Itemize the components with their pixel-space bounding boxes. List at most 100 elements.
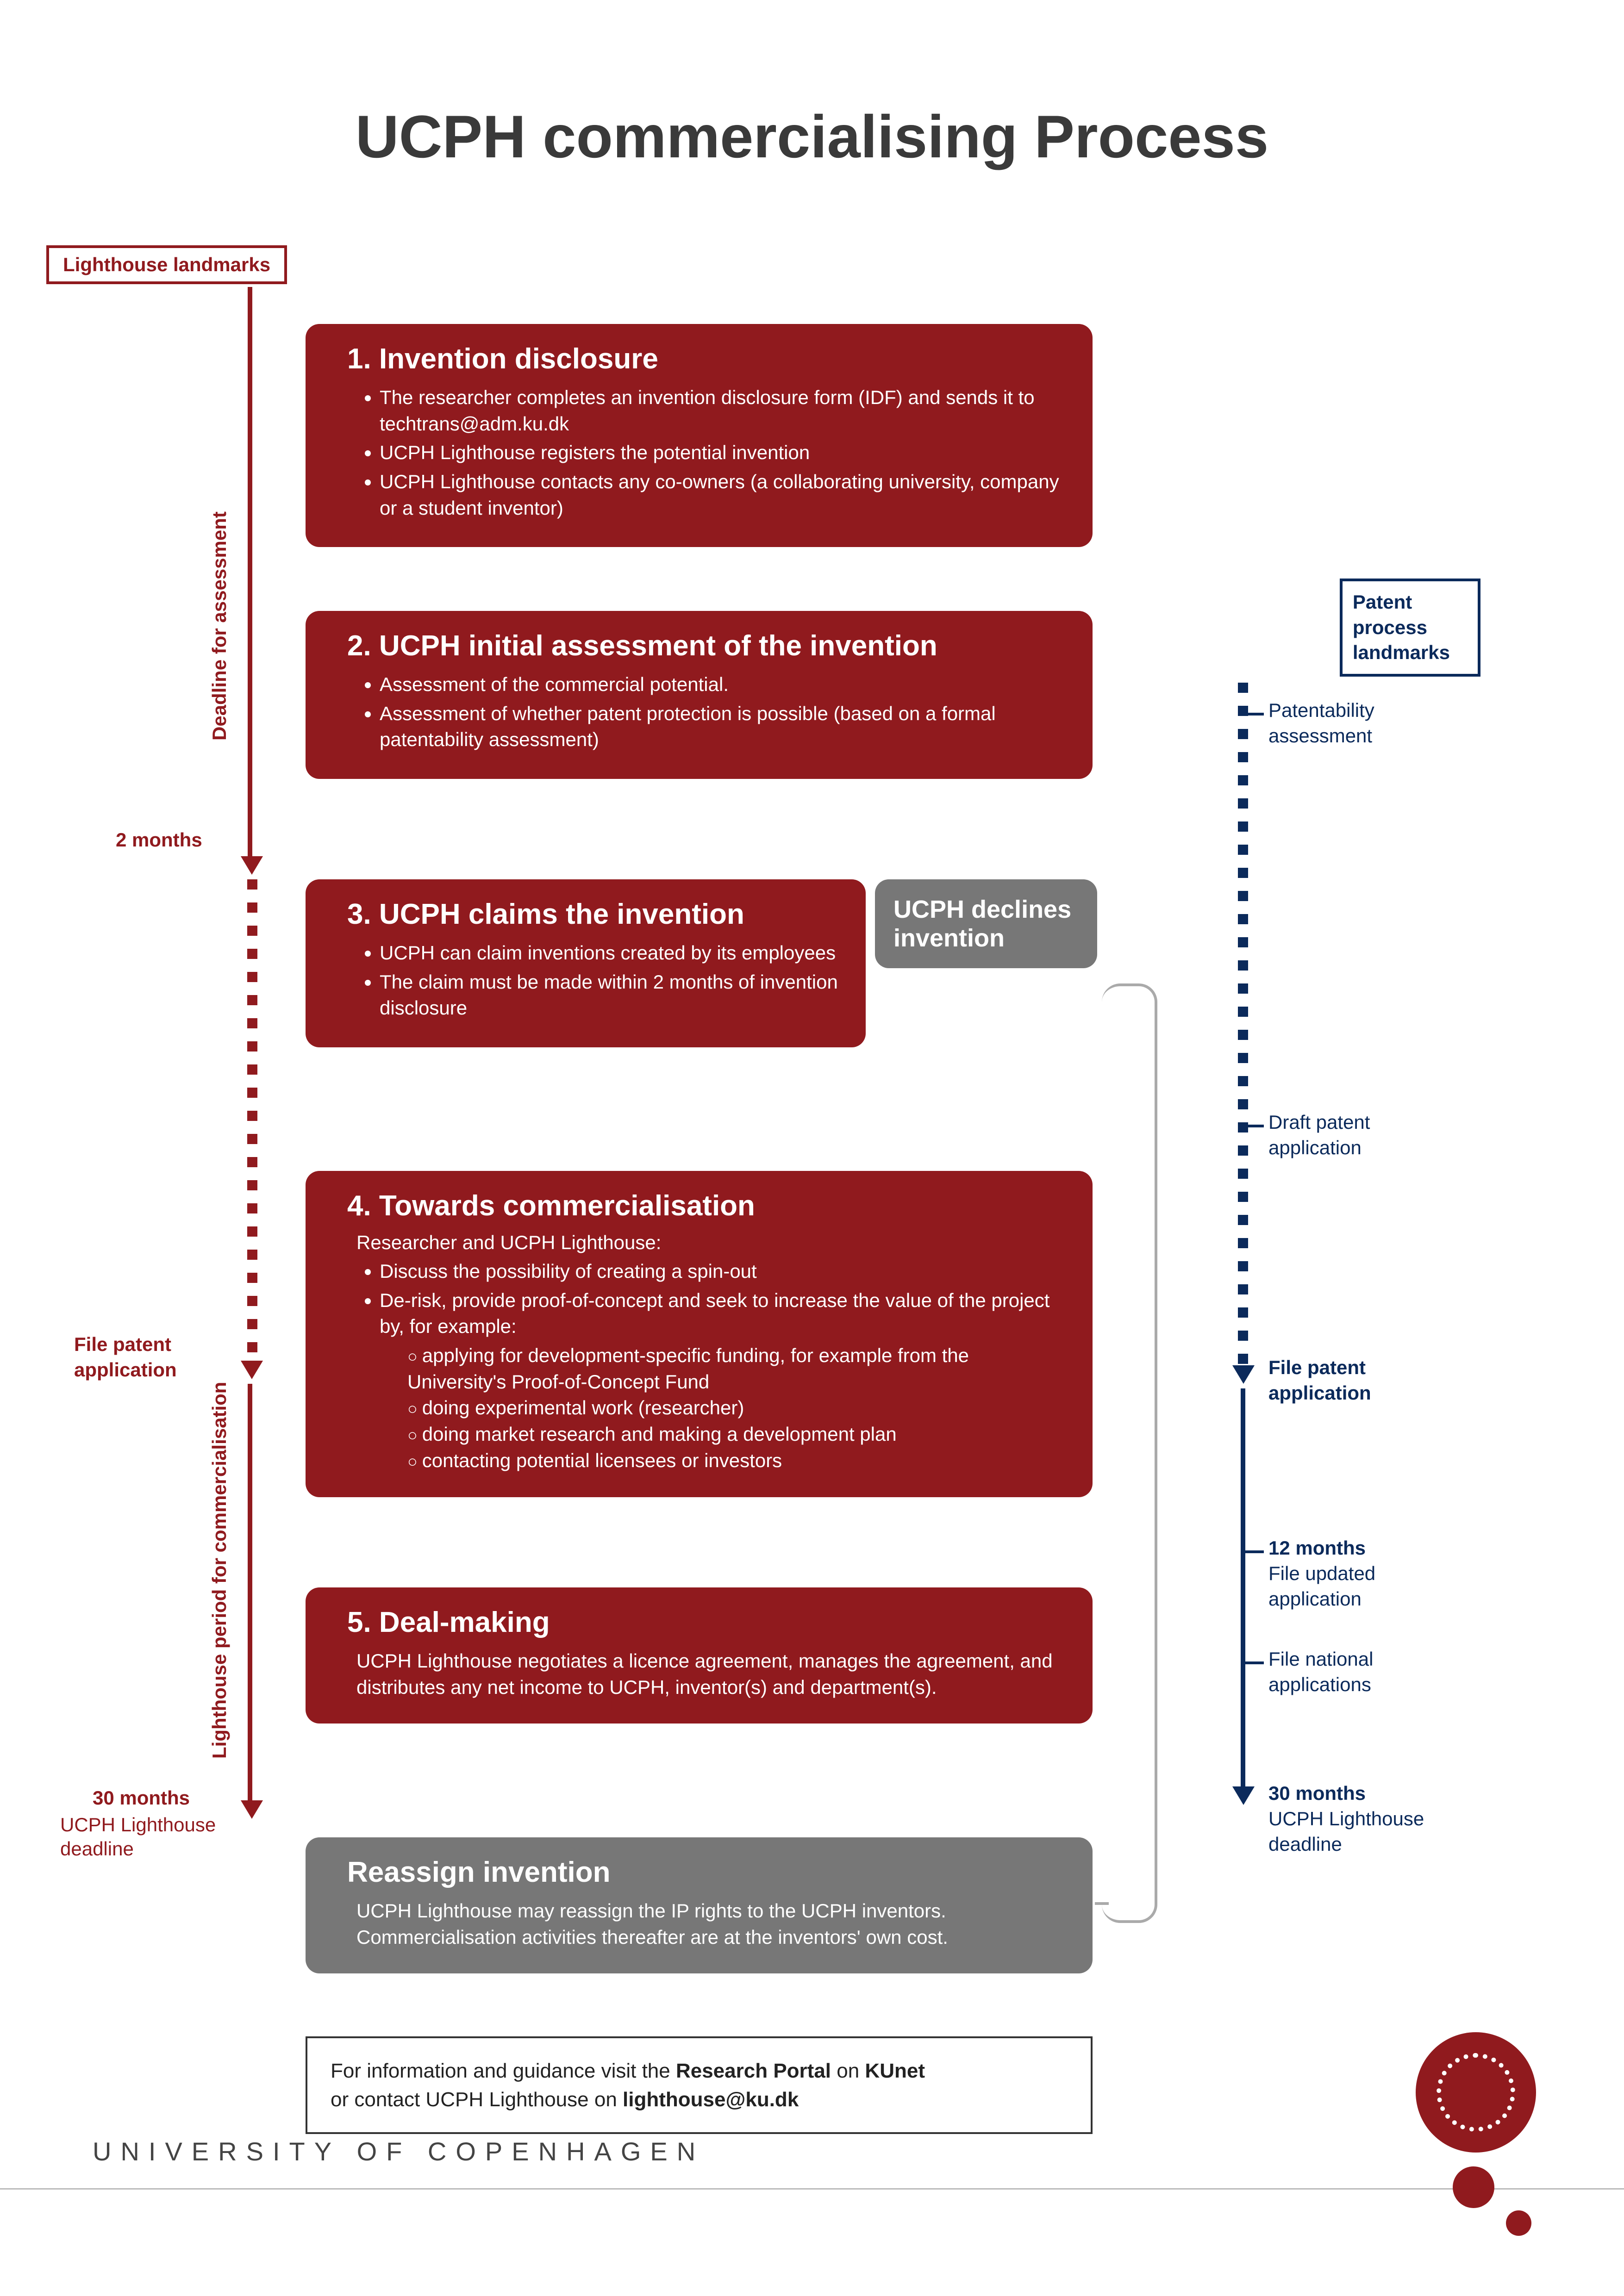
- stage-s1: 1. Invention disclosureThe researcher co…: [306, 324, 1093, 547]
- stage-bullet: De-risk, provide proof-of-concept and se…: [380, 1288, 1065, 1340]
- info-bold: KUnet: [865, 2060, 925, 2082]
- patent-timeline-tick: [1245, 1550, 1264, 1553]
- lighthouse-landmarks-label: Lighthouse landmarks: [46, 245, 287, 284]
- patent-timeline-label: File patent: [1268, 1356, 1366, 1379]
- stage-s3: 3. UCPH claims the invention UCPH can cla…: [306, 879, 866, 1047]
- timeline-dash: [247, 1064, 257, 1075]
- stage-bullets: Assessment of the commercial potential. A…: [380, 672, 1065, 753]
- ucph-seal-icon: [1416, 2032, 1536, 2153]
- timeline-label: File patent: [74, 1333, 171, 1356]
- patent-timeline-label: deadline: [1268, 1833, 1342, 1856]
- timeline-dash: [247, 1041, 257, 1052]
- stage-bullet: Discuss the possibility of creating a sp…: [380, 1258, 1065, 1285]
- patent-timeline-label: application: [1268, 1587, 1362, 1611]
- stage-body: UCPH Lighthouse negotiates a licence agr…: [356, 1648, 1065, 1700]
- patent-timeline-line: [1241, 1388, 1245, 1786]
- patent-timeline-dash: [1238, 960, 1248, 971]
- stage-bullet: The claim must be made within 2 months o…: [380, 969, 838, 1021]
- stage-s4: 4. Towards commercialisationResearcher a…: [306, 1171, 1093, 1497]
- patent-timeline-label: File updated: [1268, 1562, 1375, 1585]
- patent-timeline-label: Draft patent: [1268, 1111, 1370, 1134]
- stage-title: 5. Deal-making: [347, 1606, 1065, 1639]
- patent-timeline-dash: [1238, 914, 1248, 924]
- patent-timeline-dash: [1238, 729, 1248, 739]
- footer-dot-icon: [1453, 2166, 1494, 2208]
- patent-timeline-arrow-icon: [1232, 1786, 1255, 1805]
- patent-timeline-label: 12 months: [1268, 1537, 1366, 1560]
- timeline-line: [248, 1384, 252, 1800]
- timeline-dash: [247, 1157, 257, 1167]
- patent-timeline-tick: [1245, 1661, 1264, 1664]
- stage-title: 1. Invention disclosure: [347, 342, 1065, 375]
- patent-timeline-dash: [1238, 868, 1248, 878]
- patent-timeline-dash: [1238, 1284, 1248, 1294]
- decline-connector-top: [1102, 983, 1157, 1923]
- patent-timeline-dash: [1238, 1030, 1248, 1040]
- timeline-arrow-icon: [241, 1800, 263, 1819]
- patent-timeline-dash: [1238, 983, 1248, 994]
- info-text: or contact UCPH Lighthouse on: [331, 2088, 623, 2111]
- patent-timeline-dash: [1238, 1099, 1248, 1109]
- stage-decline: UCPH declines invention: [875, 879, 1097, 968]
- patent-timeline-dash: [1238, 891, 1248, 901]
- patent-timeline-dash: [1238, 937, 1248, 947]
- decline-connector-join: [1095, 1902, 1109, 1905]
- stage-title: Reassign invention: [347, 1856, 1065, 1889]
- info-text: For information and guidance visit the: [331, 2060, 676, 2082]
- stage-bullet: Assessment of the commercial potential.: [380, 672, 1065, 698]
- info-box: For information and guidance visit the R…: [306, 2036, 1093, 2134]
- timeline-dash: [247, 1250, 257, 1260]
- patent-timeline-dash: [1238, 683, 1248, 693]
- patent-process-landmarks-label: Patent process landmarks: [1340, 579, 1480, 677]
- patent-timeline-dash: [1238, 1215, 1248, 1225]
- stage-title: UCPH declines invention: [893, 895, 1079, 952]
- timeline-arrow-icon: [241, 1361, 263, 1379]
- stage-bullets: Discuss the possibility of creating a sp…: [380, 1258, 1065, 1340]
- patent-timeline-label: UCPH Lighthouse: [1268, 1807, 1424, 1830]
- footer-dot-icon: [1506, 2210, 1531, 2236]
- patent-timeline-dash: [1238, 1145, 1248, 1156]
- patent-timeline-dash: [1238, 1238, 1248, 1248]
- timeline-dash: [247, 949, 257, 959]
- patent-timeline-dash: [1238, 1261, 1248, 1271]
- timeline-dash: [247, 1180, 257, 1190]
- stage-reassign: Reassign inventionUCPH Lighthouse may re…: [306, 1837, 1093, 1973]
- stage-sub-bullet: contacting potential licensees or invest…: [407, 1448, 1065, 1474]
- stage-sub-bullets: applying for development-specific fundin…: [407, 1343, 1065, 1474]
- info-bold: lighthouse@ku.dk: [623, 2088, 799, 2111]
- info-bold: Research Portal: [676, 2060, 831, 2082]
- page-title: UCPH commercialising Process: [0, 102, 1624, 171]
- patent-timeline-dash: [1238, 1354, 1248, 1364]
- patent-timeline-dash: [1238, 1053, 1248, 1063]
- stage-bullet: UCPH Lighthouse contacts any co-owners (…: [380, 469, 1065, 521]
- stage-s5: 5. Deal-making UCPH Lighthouse negotiates…: [306, 1587, 1093, 1724]
- timeline-arrow-icon: [241, 856, 263, 875]
- stage-title: 3. UCPH claims the invention: [347, 898, 838, 931]
- patent-timeline-label: Patentability: [1268, 699, 1374, 722]
- stage-sub-bullet: doing market research and making a devel…: [407, 1421, 1065, 1448]
- patent-timeline-dash: [1238, 1169, 1248, 1179]
- patent-timeline-label: application: [1268, 1136, 1362, 1159]
- stage-bullet: Assessment of whether patent protection …: [380, 701, 1065, 753]
- timeline-dash: [247, 1319, 257, 1329]
- patent-timeline-dash: [1238, 1076, 1248, 1086]
- patent-timeline-dash: [1238, 775, 1248, 785]
- patent-timeline-dash: [1238, 821, 1248, 832]
- patent-timeline-tick: [1245, 1125, 1264, 1127]
- stage-bullet: UCPH Lighthouse registers the potential …: [380, 440, 1065, 466]
- patent-timeline-dash: [1238, 1192, 1248, 1202]
- patent-timeline-label: application: [1268, 1381, 1371, 1405]
- patent-timeline-label: assessment: [1268, 724, 1372, 747]
- patent-timeline-dash: [1238, 1307, 1248, 1318]
- timeline-label: application: [74, 1358, 177, 1381]
- timeline-label: deadline: [60, 1837, 134, 1860]
- stage-bullets: UCPH can claim inventions created by its…: [380, 940, 838, 1021]
- patent-timeline-label: File national: [1268, 1648, 1373, 1671]
- timeline-dash: [247, 1088, 257, 1098]
- stage-sub-bullet: applying for development-specific fundin…: [407, 1343, 1065, 1395]
- timeline-dash: [247, 972, 257, 982]
- info-text: on: [831, 2060, 865, 2082]
- stage-sub-bullet: doing experimental work (researcher): [407, 1395, 1065, 1421]
- timeline-dash: [247, 995, 257, 1005]
- patent-timeline-dash: [1238, 752, 1248, 762]
